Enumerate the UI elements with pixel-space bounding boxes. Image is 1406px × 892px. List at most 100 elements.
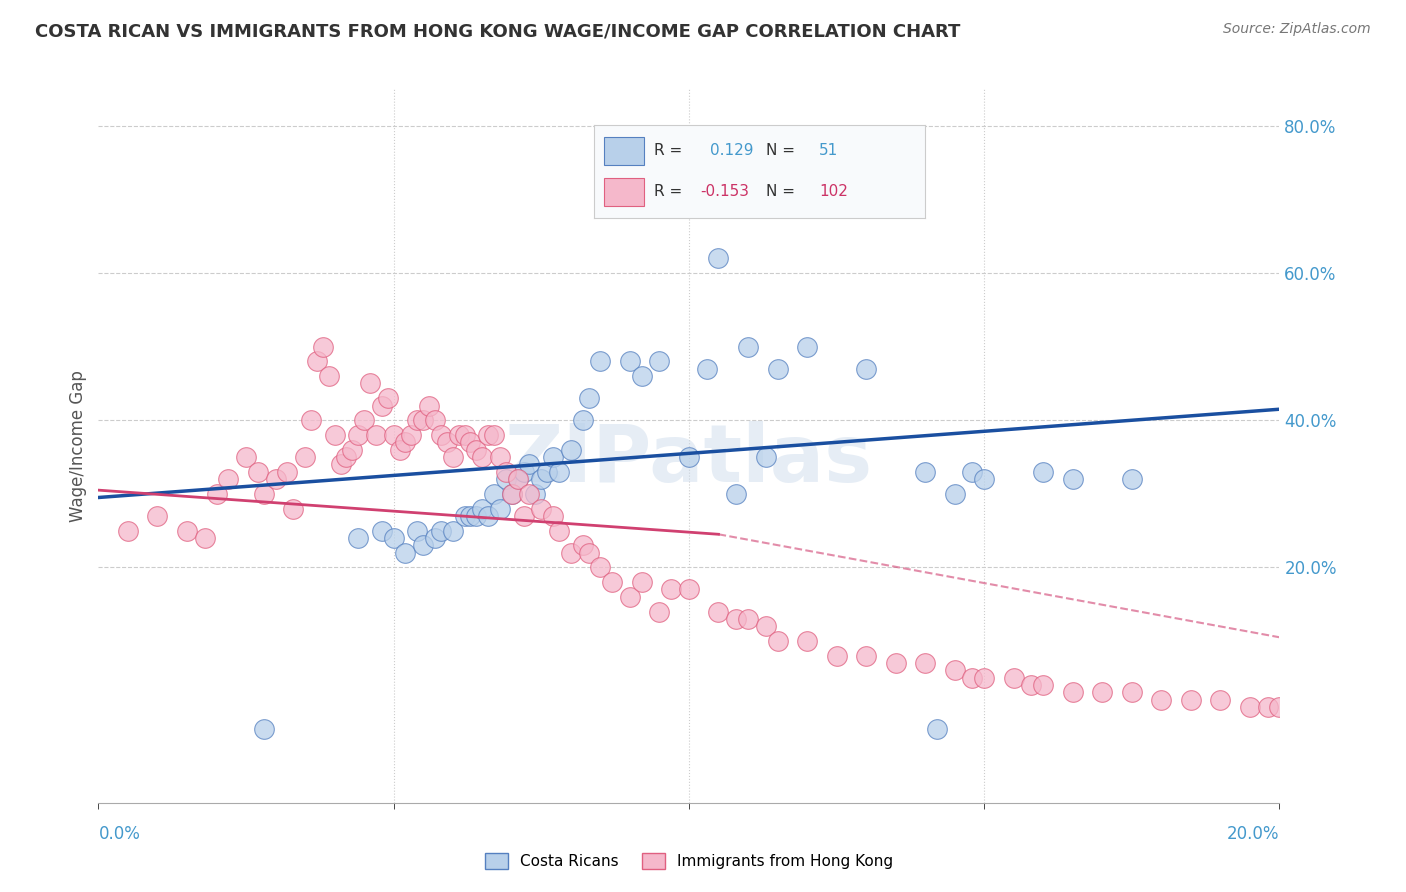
Point <box>441 524 464 538</box>
Point <box>678 582 700 597</box>
Point <box>441 450 464 464</box>
Point <box>1357 707 1379 722</box>
Point <box>246 465 269 479</box>
Point <box>371 524 394 538</box>
Text: 102: 102 <box>820 184 848 199</box>
Point <box>299 413 322 427</box>
Point <box>359 376 381 391</box>
Point <box>205 487 228 501</box>
Point <box>548 465 571 479</box>
Point <box>489 450 512 464</box>
Point <box>589 560 612 574</box>
Point <box>755 450 778 464</box>
Point <box>619 590 641 604</box>
Point <box>560 546 582 560</box>
Point <box>423 413 446 427</box>
Point <box>1386 707 1406 722</box>
Point <box>347 531 370 545</box>
Point <box>506 472 529 486</box>
Point <box>1327 707 1350 722</box>
Point <box>943 664 966 678</box>
Point <box>347 428 370 442</box>
Point <box>1032 678 1054 692</box>
Point <box>578 546 600 560</box>
Point <box>1091 685 1114 699</box>
Point <box>512 508 534 523</box>
Point <box>460 435 482 450</box>
Point <box>323 428 346 442</box>
Bar <box>605 178 644 205</box>
Point <box>696 361 718 376</box>
Point <box>796 634 818 648</box>
Point <box>401 428 423 442</box>
Point <box>482 428 505 442</box>
Point <box>524 487 547 501</box>
Point <box>176 524 198 538</box>
Point <box>412 413 434 427</box>
Point <box>530 472 553 486</box>
Text: N =: N = <box>766 184 796 199</box>
Point <box>1257 700 1279 714</box>
Point <box>377 391 399 405</box>
Text: ZIPatlas: ZIPatlas <box>505 421 873 500</box>
Point <box>962 671 984 685</box>
Point <box>630 575 652 590</box>
Point <box>914 656 936 670</box>
Point <box>796 340 818 354</box>
Point <box>477 508 499 523</box>
Point <box>589 354 612 368</box>
Point <box>430 524 453 538</box>
Point <box>962 465 984 479</box>
Point <box>253 723 276 737</box>
Point <box>571 413 593 427</box>
Text: 51: 51 <box>820 144 838 159</box>
Point <box>725 487 748 501</box>
Point <box>506 472 529 486</box>
Point <box>394 546 416 560</box>
Point <box>519 487 541 501</box>
Point <box>659 582 682 597</box>
Point <box>117 524 139 538</box>
Text: 0.129: 0.129 <box>710 144 754 159</box>
Text: 20.0%: 20.0% <box>1227 825 1279 843</box>
Point <box>342 442 364 457</box>
Point <box>276 465 298 479</box>
Point <box>412 538 434 552</box>
Point <box>571 538 593 552</box>
Point <box>453 508 475 523</box>
Point <box>825 648 848 663</box>
Text: COSTA RICAN VS IMMIGRANTS FROM HONG KONG WAGE/INCOME GAP CORRELATION CHART: COSTA RICAN VS IMMIGRANTS FROM HONG KONG… <box>35 22 960 40</box>
Text: Source: ZipAtlas.com: Source: ZipAtlas.com <box>1223 22 1371 37</box>
Point <box>512 465 534 479</box>
Point <box>489 501 512 516</box>
Point <box>194 531 217 545</box>
Y-axis label: Wage/Income Gap: Wage/Income Gap <box>69 370 87 522</box>
Point <box>766 361 789 376</box>
Point <box>925 723 948 737</box>
Point <box>530 501 553 516</box>
Point <box>477 428 499 442</box>
Point <box>305 354 328 368</box>
Point <box>1150 693 1173 707</box>
Text: R =: R = <box>654 144 682 159</box>
Point <box>406 524 429 538</box>
Point <box>1021 678 1043 692</box>
Point <box>312 340 335 354</box>
Point <box>1032 465 1054 479</box>
Point <box>707 605 730 619</box>
Bar <box>605 137 644 165</box>
Point <box>855 648 877 663</box>
Point <box>430 428 453 442</box>
Point <box>1316 700 1339 714</box>
Point <box>382 428 405 442</box>
Point <box>884 656 907 670</box>
Point <box>737 340 759 354</box>
Point <box>453 428 475 442</box>
Point <box>388 442 411 457</box>
Point <box>406 413 429 427</box>
Point <box>725 612 748 626</box>
Point <box>364 428 387 442</box>
Point <box>578 391 600 405</box>
Point <box>146 508 169 523</box>
Point <box>855 361 877 376</box>
